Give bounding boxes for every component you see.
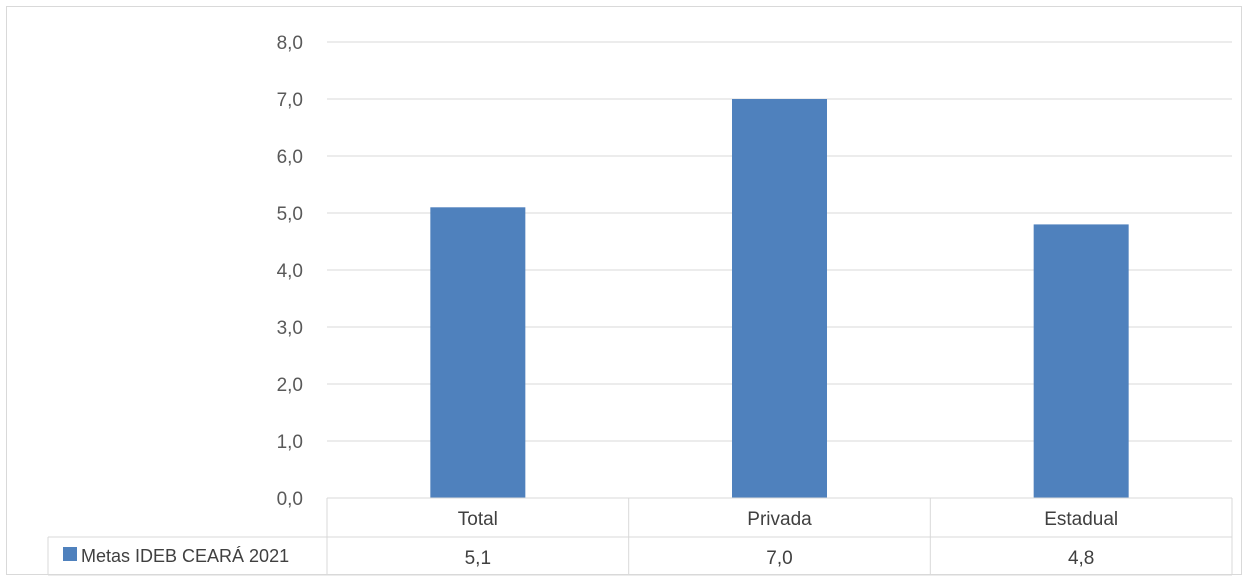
x-category-label: Estadual — [1044, 509, 1118, 530]
y-tick-label: 3,0 — [277, 318, 303, 339]
x-category-label: Total — [458, 509, 498, 530]
x-category-label: Privada — [747, 509, 812, 530]
data-table-value: 4,8 — [1068, 548, 1094, 569]
legend-key-icon — [63, 547, 77, 561]
bar-privada — [732, 99, 827, 498]
series-name-label: Metas IDEB CEARÁ 2021 — [81, 546, 289, 566]
data-table-value: 5,1 — [465, 548, 491, 569]
y-tick-label: 8,0 — [277, 33, 303, 54]
y-tick-label: 7,0 — [277, 90, 303, 111]
bar-estadual — [1033, 224, 1129, 498]
y-tick-label: 4,0 — [277, 261, 303, 282]
y-tick-label: 2,0 — [277, 375, 303, 396]
bar-total — [430, 207, 526, 499]
y-tick-label: 0,0 — [277, 489, 303, 510]
y-tick-label: 1,0 — [277, 432, 303, 453]
data-table-value: 7,0 — [766, 548, 792, 569]
y-tick-label: 5,0 — [277, 204, 303, 225]
y-tick-label: 6,0 — [277, 147, 303, 168]
